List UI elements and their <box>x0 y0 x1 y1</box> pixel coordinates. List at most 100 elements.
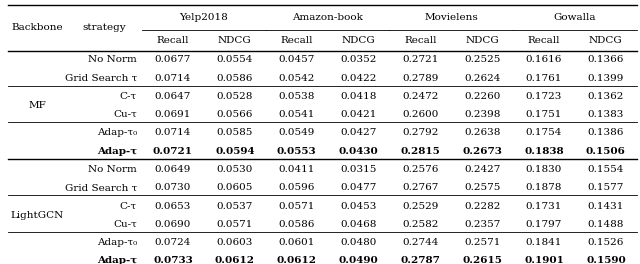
Text: 0.2575: 0.2575 <box>464 183 500 192</box>
Text: 0.0601: 0.0601 <box>278 238 315 247</box>
Text: 0.0649: 0.0649 <box>155 165 191 174</box>
Text: 0.0612: 0.0612 <box>276 256 317 264</box>
Text: 0.1751: 0.1751 <box>526 110 562 119</box>
Text: strategy: strategy <box>83 23 126 32</box>
Text: 0.1830: 0.1830 <box>526 165 562 174</box>
Text: 0.1616: 0.1616 <box>526 55 562 64</box>
Text: 0.2721: 0.2721 <box>402 55 438 64</box>
Text: 0.1723: 0.1723 <box>526 92 562 101</box>
Text: 0.2525: 0.2525 <box>464 55 500 64</box>
Text: 0.0315: 0.0315 <box>340 165 377 174</box>
Text: 0.0566: 0.0566 <box>217 110 253 119</box>
Text: 0.0457: 0.0457 <box>278 55 315 64</box>
Text: 0.0468: 0.0468 <box>340 220 377 229</box>
Text: MF: MF <box>28 101 46 110</box>
Text: 0.0733: 0.0733 <box>153 256 193 264</box>
Text: 0.1577: 0.1577 <box>588 183 624 192</box>
Text: No Norm: No Norm <box>88 55 137 64</box>
Text: 0.2576: 0.2576 <box>402 165 438 174</box>
Text: 0.1554: 0.1554 <box>588 165 624 174</box>
Text: 0.0571: 0.0571 <box>217 220 253 229</box>
Text: 0.1386: 0.1386 <box>588 129 624 138</box>
Text: 0.2427: 0.2427 <box>464 165 500 174</box>
Text: 0.0549: 0.0549 <box>278 129 315 138</box>
Text: 0.2398: 0.2398 <box>464 110 500 119</box>
Text: 0.2600: 0.2600 <box>402 110 438 119</box>
Text: 0.1399: 0.1399 <box>588 74 624 83</box>
Text: 0.0647: 0.0647 <box>155 92 191 101</box>
Text: C-τ: C-τ <box>120 202 137 211</box>
Text: 0.0730: 0.0730 <box>155 183 191 192</box>
Text: 0.0430: 0.0430 <box>339 147 378 156</box>
Text: 0.1506: 0.1506 <box>586 147 626 156</box>
Text: 0.0724: 0.0724 <box>155 238 191 247</box>
Text: 0.1754: 0.1754 <box>526 129 562 138</box>
Text: 0.2624: 0.2624 <box>464 74 500 83</box>
Text: 0.2792: 0.2792 <box>402 129 438 138</box>
Text: 0.0411: 0.0411 <box>278 165 315 174</box>
Text: 0.2529: 0.2529 <box>402 202 438 211</box>
Text: 0.1901: 0.1901 <box>524 256 564 264</box>
Text: LightGCN: LightGCN <box>10 211 64 220</box>
Text: Recall: Recall <box>404 36 436 45</box>
Text: 0.0422: 0.0422 <box>340 74 377 83</box>
Text: 0.1838: 0.1838 <box>524 147 564 156</box>
Text: 0.0477: 0.0477 <box>340 183 377 192</box>
Text: 0.2260: 0.2260 <box>464 92 500 101</box>
Text: 0.1878: 0.1878 <box>526 183 562 192</box>
Text: 0.0453: 0.0453 <box>340 202 377 211</box>
Text: Adap-τ₀: Adap-τ₀ <box>97 238 137 247</box>
Text: 0.1366: 0.1366 <box>588 55 624 64</box>
Text: 0.0653: 0.0653 <box>155 202 191 211</box>
Text: 0.2673: 0.2673 <box>462 147 502 156</box>
Text: 0.0596: 0.0596 <box>278 183 315 192</box>
Text: 0.0427: 0.0427 <box>340 129 377 138</box>
Text: 0.0586: 0.0586 <box>278 220 315 229</box>
Text: 0.0530: 0.0530 <box>217 165 253 174</box>
Text: Amazon-book: Amazon-book <box>292 13 363 22</box>
Text: 0.1362: 0.1362 <box>588 92 624 101</box>
Text: NDCG: NDCG <box>589 36 623 45</box>
Text: C-τ: C-τ <box>120 92 137 101</box>
Text: 0.1841: 0.1841 <box>526 238 562 247</box>
Text: Backbone: Backbone <box>12 23 63 32</box>
Text: 0.0538: 0.0538 <box>278 92 315 101</box>
Text: 0.2582: 0.2582 <box>402 220 438 229</box>
Text: 0.2815: 0.2815 <box>401 147 440 156</box>
Text: 0.0677: 0.0677 <box>155 55 191 64</box>
Text: 0.0714: 0.0714 <box>155 74 191 83</box>
Text: 0.0612: 0.0612 <box>215 256 255 264</box>
Text: 0.2615: 0.2615 <box>462 256 502 264</box>
Text: 0.1431: 0.1431 <box>588 202 624 211</box>
Text: 0.0553: 0.0553 <box>277 147 317 156</box>
Text: 0.0594: 0.0594 <box>215 147 255 156</box>
Text: Cu-τ: Cu-τ <box>113 110 137 119</box>
Text: 0.2357: 0.2357 <box>464 220 500 229</box>
Text: Gowalla: Gowalla <box>554 13 596 22</box>
Text: 0.0690: 0.0690 <box>155 220 191 229</box>
Text: 0.0603: 0.0603 <box>217 238 253 247</box>
Text: Grid Search τ: Grid Search τ <box>65 74 137 83</box>
Text: 0.2282: 0.2282 <box>464 202 500 211</box>
Text: Yelp2018: Yelp2018 <box>180 13 228 22</box>
Text: 0.1383: 0.1383 <box>588 110 624 119</box>
Text: 0.0585: 0.0585 <box>217 129 253 138</box>
Text: 0.1526: 0.1526 <box>588 238 624 247</box>
Text: 0.2571: 0.2571 <box>464 238 500 247</box>
Text: 0.2744: 0.2744 <box>402 238 438 247</box>
Text: 0.1590: 0.1590 <box>586 256 626 264</box>
Text: 0.0586: 0.0586 <box>217 74 253 83</box>
Text: NDCG: NDCG <box>218 36 252 45</box>
Text: Recall: Recall <box>280 36 313 45</box>
Text: 0.0352: 0.0352 <box>340 55 377 64</box>
Text: 0.0542: 0.0542 <box>278 74 315 83</box>
Text: 0.2638: 0.2638 <box>464 129 500 138</box>
Text: 0.0541: 0.0541 <box>278 110 315 119</box>
Text: 0.2789: 0.2789 <box>402 74 438 83</box>
Text: 0.1797: 0.1797 <box>526 220 562 229</box>
Text: 0.1731: 0.1731 <box>526 202 562 211</box>
Text: 0.2787: 0.2787 <box>401 256 440 264</box>
Text: 0.0571: 0.0571 <box>278 202 315 211</box>
Text: 0.0421: 0.0421 <box>340 110 377 119</box>
Text: Movielens: Movielens <box>424 13 478 22</box>
